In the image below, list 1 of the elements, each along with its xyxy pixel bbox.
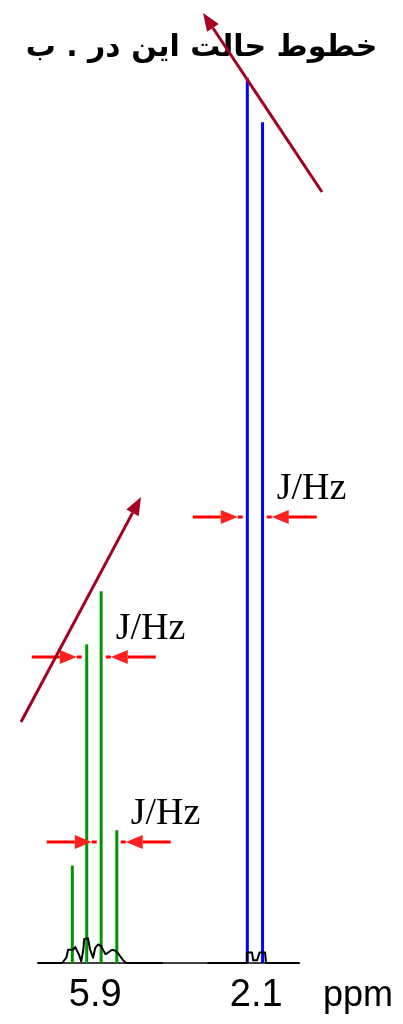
x-label: ppm	[323, 973, 394, 1014]
